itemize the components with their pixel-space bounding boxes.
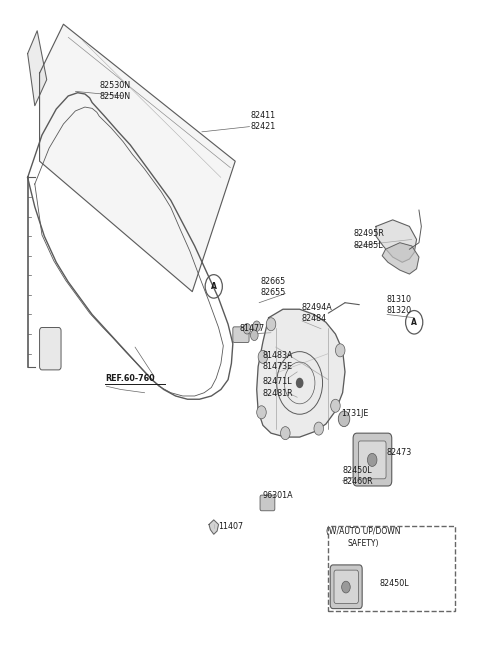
Polygon shape	[39, 24, 235, 291]
Text: 82665
82655: 82665 82655	[260, 277, 286, 297]
Text: 82495R
82485L: 82495R 82485L	[354, 229, 384, 250]
FancyBboxPatch shape	[334, 570, 359, 603]
Circle shape	[367, 453, 377, 466]
FancyBboxPatch shape	[233, 327, 249, 343]
Circle shape	[266, 318, 276, 331]
FancyBboxPatch shape	[330, 565, 362, 608]
Text: A: A	[211, 282, 216, 291]
Text: A: A	[411, 318, 417, 327]
Polygon shape	[382, 243, 419, 274]
Circle shape	[314, 422, 324, 435]
Text: 81310
81320: 81310 81320	[387, 295, 412, 314]
FancyBboxPatch shape	[260, 495, 275, 511]
Circle shape	[338, 411, 350, 426]
Text: 82530N
82540N: 82530N 82540N	[99, 81, 131, 102]
Circle shape	[331, 400, 340, 412]
Text: 1731JE: 1731JE	[341, 409, 369, 418]
Circle shape	[281, 426, 290, 440]
Text: 81477: 81477	[239, 324, 264, 333]
Polygon shape	[257, 309, 345, 437]
Circle shape	[258, 350, 268, 364]
Circle shape	[336, 344, 345, 357]
Text: 82450L: 82450L	[379, 578, 409, 588]
Circle shape	[243, 324, 251, 334]
Circle shape	[296, 378, 303, 388]
Text: 82450L
82460R: 82450L 82460R	[343, 466, 373, 486]
Text: 81483A
81473E: 81483A 81473E	[263, 351, 293, 371]
Circle shape	[251, 330, 258, 341]
Text: 11407: 11407	[218, 522, 244, 531]
Circle shape	[342, 581, 350, 593]
Polygon shape	[28, 31, 47, 105]
Circle shape	[257, 405, 266, 419]
FancyBboxPatch shape	[353, 433, 392, 486]
Text: (W/AUTO UP/DOWN
SAFETY): (W/AUTO UP/DOWN SAFETY)	[326, 527, 400, 548]
FancyBboxPatch shape	[328, 527, 455, 611]
Text: 96301A: 96301A	[263, 491, 294, 500]
Text: 82471L
82481R: 82471L 82481R	[263, 377, 294, 398]
FancyBboxPatch shape	[359, 441, 386, 479]
Text: REF.60-760: REF.60-760	[106, 374, 155, 383]
FancyBboxPatch shape	[39, 328, 61, 370]
Text: 82494A
82484: 82494A 82484	[301, 303, 332, 323]
Polygon shape	[376, 220, 417, 262]
Text: 82473: 82473	[387, 448, 412, 457]
Polygon shape	[209, 520, 218, 534]
Text: 82411
82421: 82411 82421	[251, 111, 276, 131]
Circle shape	[253, 321, 261, 331]
